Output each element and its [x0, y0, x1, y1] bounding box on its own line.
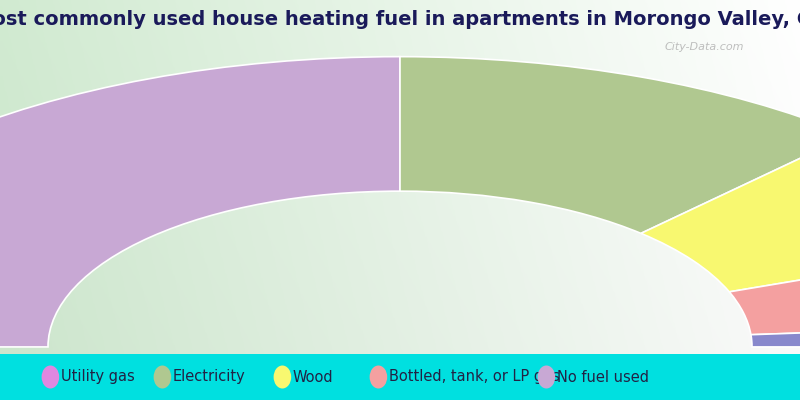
Wedge shape	[0, 57, 400, 347]
Text: Electricity: Electricity	[173, 370, 246, 384]
Ellipse shape	[370, 366, 387, 388]
Wedge shape	[400, 57, 800, 233]
Wedge shape	[751, 324, 800, 347]
Text: Bottled, tank, or LP gas: Bottled, tank, or LP gas	[389, 370, 560, 384]
Ellipse shape	[538, 366, 555, 388]
Text: Utility gas: Utility gas	[61, 370, 134, 384]
Text: Most commonly used house heating fuel in apartments in Morongo Valley, CA: Most commonly used house heating fuel in…	[0, 10, 800, 29]
Text: City-Data.com: City-Data.com	[664, 42, 744, 52]
Ellipse shape	[274, 366, 291, 388]
Wedge shape	[641, 135, 800, 292]
Ellipse shape	[42, 366, 59, 388]
Wedge shape	[730, 244, 800, 335]
Text: Wood: Wood	[293, 370, 334, 384]
Ellipse shape	[154, 366, 171, 388]
Text: No fuel used: No fuel used	[557, 370, 649, 384]
